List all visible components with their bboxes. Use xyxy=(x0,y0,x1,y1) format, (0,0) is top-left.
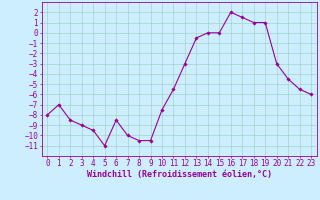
X-axis label: Windchill (Refroidissement éolien,°C): Windchill (Refroidissement éolien,°C) xyxy=(87,170,272,179)
